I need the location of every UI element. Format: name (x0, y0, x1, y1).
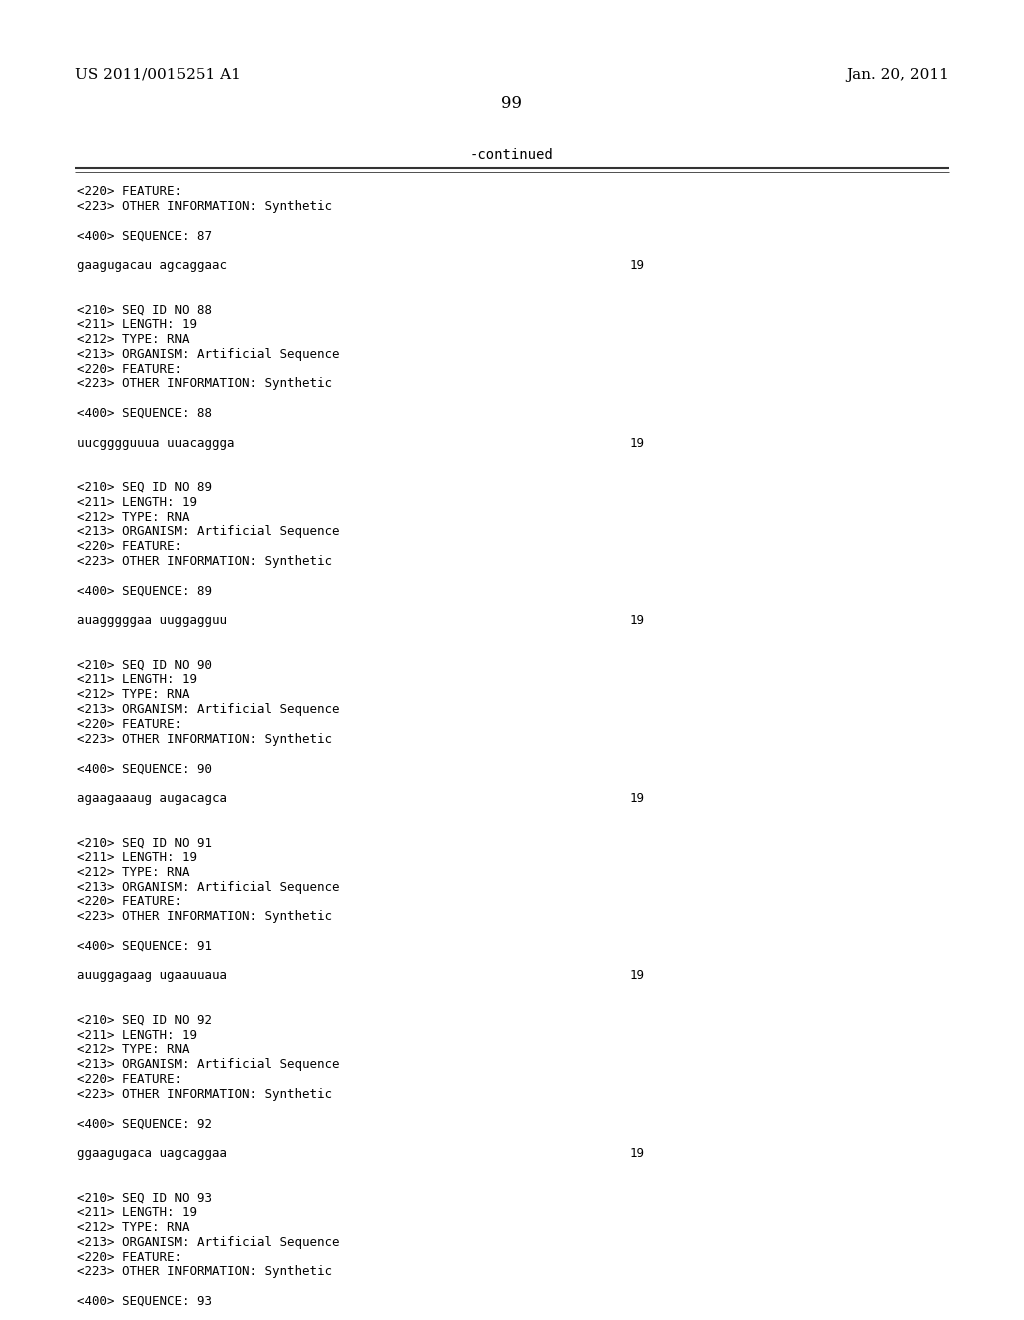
Text: <211> LENGTH: 19: <211> LENGTH: 19 (77, 1206, 197, 1220)
Text: <220> FEATURE:: <220> FEATURE: (77, 1073, 182, 1086)
Text: uucgggguuua uuacaggga: uucgggguuua uuacaggga (77, 437, 234, 450)
Text: <212> TYPE: RNA: <212> TYPE: RNA (77, 688, 189, 701)
Text: <223> OTHER INFORMATION: Synthetic: <223> OTHER INFORMATION: Synthetic (77, 911, 332, 923)
Text: <220> FEATURE:: <220> FEATURE: (77, 363, 182, 376)
Text: <212> TYPE: RNA: <212> TYPE: RNA (77, 511, 189, 524)
Text: auuggagaag ugaauuaua: auuggagaag ugaauuaua (77, 969, 226, 982)
Text: <220> FEATURE:: <220> FEATURE: (77, 718, 182, 731)
Text: <400> SEQUENCE: 92: <400> SEQUENCE: 92 (77, 1118, 212, 1130)
Text: <210> SEQ ID NO 90: <210> SEQ ID NO 90 (77, 659, 212, 672)
Text: <223> OTHER INFORMATION: Synthetic: <223> OTHER INFORMATION: Synthetic (77, 733, 332, 746)
Text: <213> ORGANISM: Artificial Sequence: <213> ORGANISM: Artificial Sequence (77, 1059, 339, 1072)
Text: 19: 19 (630, 259, 645, 272)
Text: <212> TYPE: RNA: <212> TYPE: RNA (77, 1043, 189, 1056)
Text: <223> OTHER INFORMATION: Synthetic: <223> OTHER INFORMATION: Synthetic (77, 378, 332, 391)
Text: <210> SEQ ID NO 92: <210> SEQ ID NO 92 (77, 1014, 212, 1027)
Text: <400> SEQUENCE: 93: <400> SEQUENCE: 93 (77, 1295, 212, 1308)
Text: <220> FEATURE:: <220> FEATURE: (77, 185, 182, 198)
Text: <211> LENGTH: 19: <211> LENGTH: 19 (77, 496, 197, 508)
Text: -continued: -continued (470, 148, 554, 162)
Text: <400> SEQUENCE: 87: <400> SEQUENCE: 87 (77, 230, 212, 243)
Text: <211> LENGTH: 19: <211> LENGTH: 19 (77, 318, 197, 331)
Text: gaagugacau agcaggaac: gaagugacau agcaggaac (77, 259, 226, 272)
Text: <220> FEATURE:: <220> FEATURE: (77, 895, 182, 908)
Text: <211> LENGTH: 19: <211> LENGTH: 19 (77, 673, 197, 686)
Text: 19: 19 (630, 614, 645, 627)
Text: Jan. 20, 2011: Jan. 20, 2011 (846, 69, 949, 82)
Text: <213> ORGANISM: Artificial Sequence: <213> ORGANISM: Artificial Sequence (77, 880, 339, 894)
Text: <223> OTHER INFORMATION: Synthetic: <223> OTHER INFORMATION: Synthetic (77, 199, 332, 213)
Text: <400> SEQUENCE: 89: <400> SEQUENCE: 89 (77, 585, 212, 598)
Text: <220> FEATURE:: <220> FEATURE: (77, 540, 182, 553)
Text: <212> TYPE: RNA: <212> TYPE: RNA (77, 333, 189, 346)
Text: <400> SEQUENCE: 91: <400> SEQUENCE: 91 (77, 940, 212, 953)
Text: <210> SEQ ID NO 88: <210> SEQ ID NO 88 (77, 304, 212, 317)
Text: <213> ORGANISM: Artificial Sequence: <213> ORGANISM: Artificial Sequence (77, 347, 339, 360)
Text: <223> OTHER INFORMATION: Synthetic: <223> OTHER INFORMATION: Synthetic (77, 554, 332, 568)
Text: ggaagugaca uagcaggaa: ggaagugaca uagcaggaa (77, 1147, 226, 1160)
Text: 99: 99 (502, 95, 522, 112)
Text: <212> TYPE: RNA: <212> TYPE: RNA (77, 866, 189, 879)
Text: 19: 19 (630, 792, 645, 805)
Text: auagggggaa uuggagguu: auagggggaa uuggagguu (77, 614, 226, 627)
Text: <212> TYPE: RNA: <212> TYPE: RNA (77, 1221, 189, 1234)
Text: <210> SEQ ID NO 89: <210> SEQ ID NO 89 (77, 480, 212, 494)
Text: <223> OTHER INFORMATION: Synthetic: <223> OTHER INFORMATION: Synthetic (77, 1088, 332, 1101)
Text: <211> LENGTH: 19: <211> LENGTH: 19 (77, 851, 197, 865)
Text: <210> SEQ ID NO 93: <210> SEQ ID NO 93 (77, 1192, 212, 1204)
Text: <223> OTHER INFORMATION: Synthetic: <223> OTHER INFORMATION: Synthetic (77, 1266, 332, 1278)
Text: <211> LENGTH: 19: <211> LENGTH: 19 (77, 1028, 197, 1041)
Text: <220> FEATURE:: <220> FEATURE: (77, 1250, 182, 1263)
Text: 19: 19 (630, 1147, 645, 1160)
Text: US 2011/0015251 A1: US 2011/0015251 A1 (75, 69, 241, 82)
Text: 19: 19 (630, 969, 645, 982)
Text: <210> SEQ ID NO 91: <210> SEQ ID NO 91 (77, 836, 212, 849)
Text: <400> SEQUENCE: 90: <400> SEQUENCE: 90 (77, 762, 212, 775)
Text: <213> ORGANISM: Artificial Sequence: <213> ORGANISM: Artificial Sequence (77, 1236, 339, 1249)
Text: 19: 19 (630, 437, 645, 450)
Text: agaagaaaug augacagca: agaagaaaug augacagca (77, 792, 226, 805)
Text: <213> ORGANISM: Artificial Sequence: <213> ORGANISM: Artificial Sequence (77, 525, 339, 539)
Text: <400> SEQUENCE: 88: <400> SEQUENCE: 88 (77, 407, 212, 420)
Text: <213> ORGANISM: Artificial Sequence: <213> ORGANISM: Artificial Sequence (77, 704, 339, 715)
